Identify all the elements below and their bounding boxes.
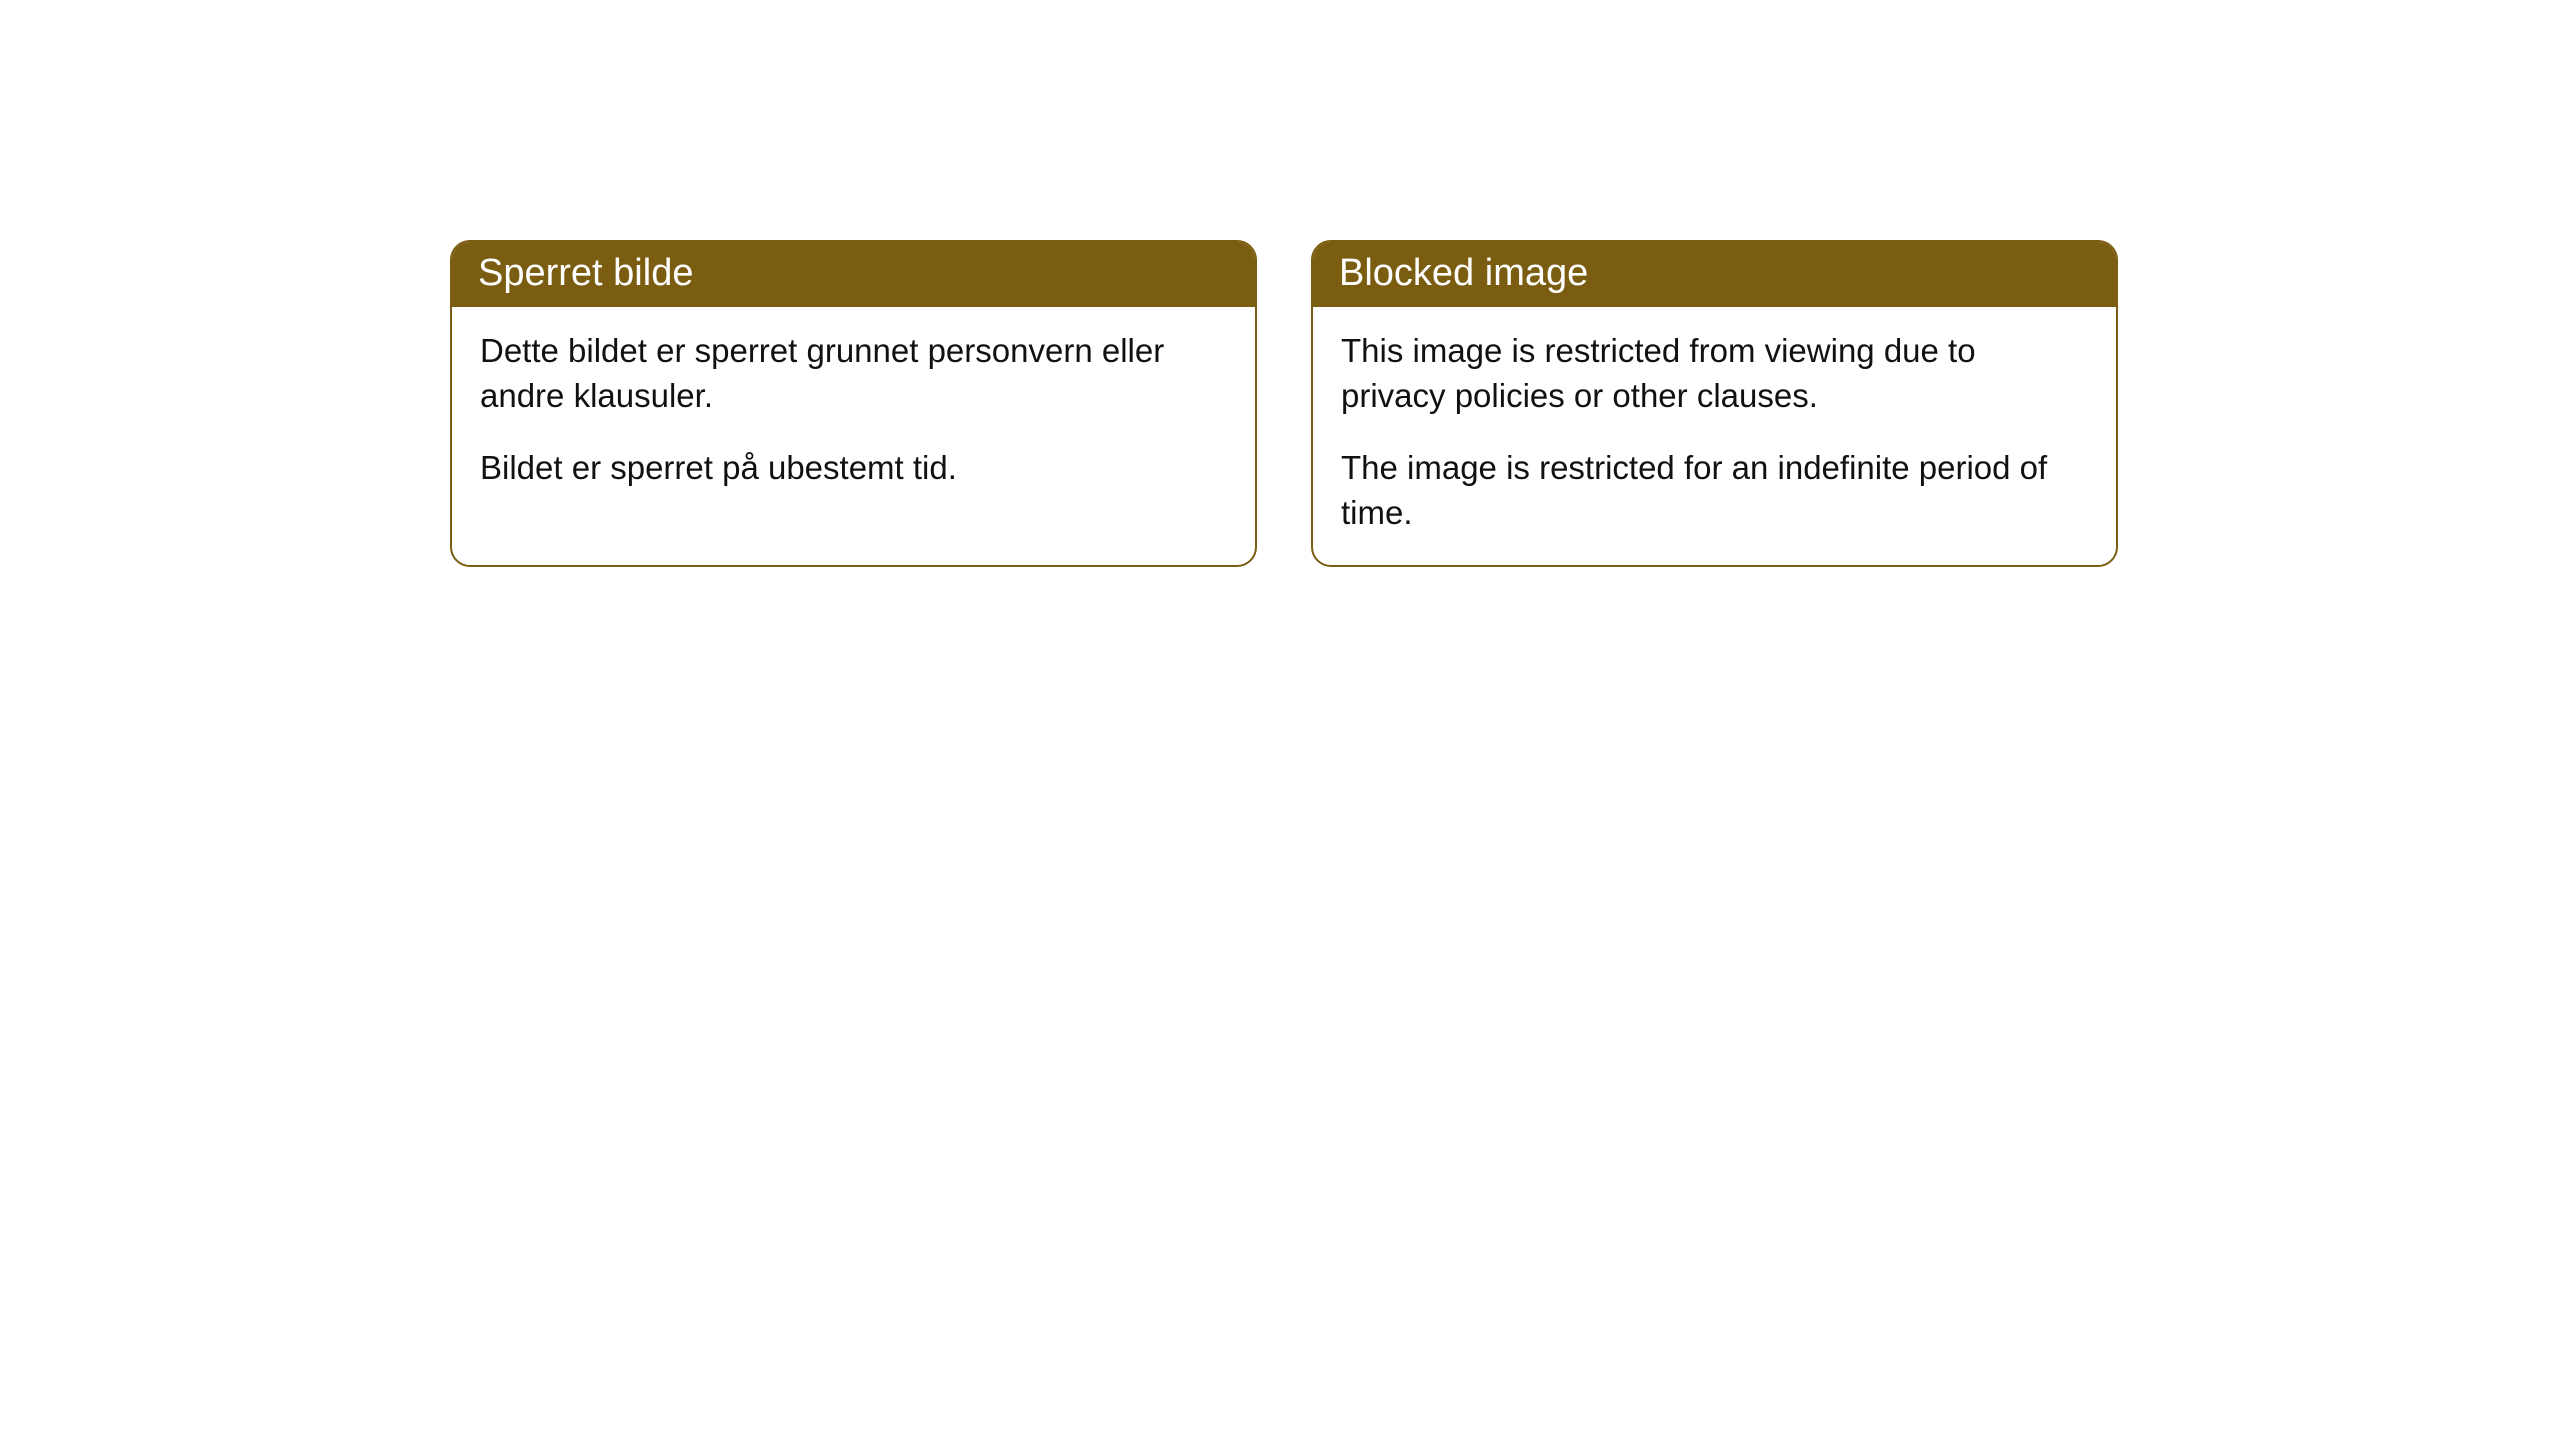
card-body-paragraph: Dette bildet er sperret grunnet personve… <box>480 329 1227 418</box>
card-body: Dette bildet er sperret grunnet personve… <box>452 307 1255 521</box>
notice-card-english: Blocked image This image is restricted f… <box>1311 240 2118 567</box>
card-body-paragraph: Bildet er sperret på ubestemt tid. <box>480 446 1227 491</box>
card-header: Sperret bilde <box>452 242 1255 307</box>
card-body-paragraph: The image is restricted for an indefinit… <box>1341 446 2088 535</box>
card-body-paragraph: This image is restricted from viewing du… <box>1341 329 2088 418</box>
card-header: Blocked image <box>1313 242 2116 307</box>
notice-card-norwegian: Sperret bilde Dette bildet er sperret gr… <box>450 240 1257 567</box>
card-body: This image is restricted from viewing du… <box>1313 307 2116 565</box>
notice-cards-container: Sperret bilde Dette bildet er sperret gr… <box>0 0 2560 567</box>
